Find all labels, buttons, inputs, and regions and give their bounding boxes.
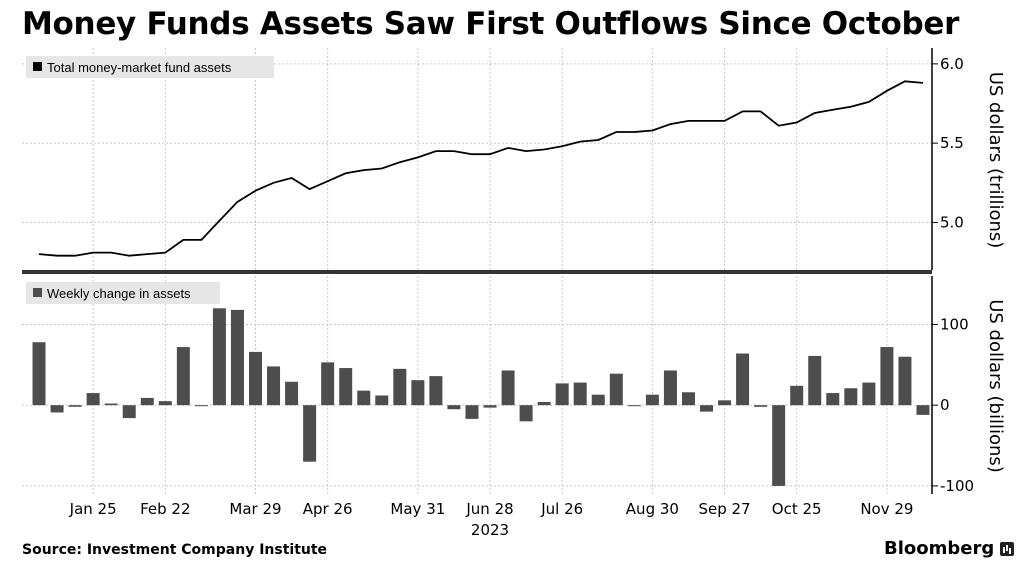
brand-text: Bloomberg <box>884 538 995 559</box>
bottom-grid <box>22 276 932 494</box>
bar <box>736 353 750 406</box>
x-tick-label: Aug 30 <box>626 500 679 518</box>
top-legend-label: Total money-market fund assets <box>47 60 232 75</box>
x-axis-ticks: Jan 25 Feb 22 Mar 29 Apr 26 May 31 Jun 28 Jul … <box>69 500 914 539</box>
bottom-legend-swatch <box>33 288 42 297</box>
bar <box>501 370 515 406</box>
bar <box>230 309 244 406</box>
bar <box>249 351 262 406</box>
bar <box>32 342 46 406</box>
bar <box>140 397 154 406</box>
bar <box>267 366 281 406</box>
bar <box>122 405 136 419</box>
terminal-icon <box>1000 541 1015 556</box>
x-tick-label: Oct 25 <box>772 500 822 518</box>
bottom-y-ticks: -100 0 100 <box>932 315 974 495</box>
bar <box>375 395 389 406</box>
bar <box>898 356 912 406</box>
bottom-tick-label: 0 <box>940 396 950 414</box>
bar <box>555 383 569 406</box>
x-tick-label: Feb 22 <box>140 500 190 518</box>
x-year-label: 2023 <box>471 521 509 539</box>
bar <box>844 388 858 406</box>
bar <box>627 405 641 407</box>
bar <box>429 376 443 406</box>
bottom-tick-label: -100 <box>940 477 974 495</box>
top-tick-label: 5.0 <box>940 213 964 231</box>
x-tick-label: Jan 25 <box>69 500 117 518</box>
top-y-axis-title: US dollars (trillions) <box>985 72 1006 249</box>
bar <box>158 401 172 406</box>
bar <box>537 401 551 406</box>
bar <box>826 393 840 406</box>
bar <box>303 405 317 462</box>
bloomberg-logo: Bloomberg <box>884 538 1015 559</box>
bar <box>790 385 804 406</box>
bottom-tick-label: 100 <box>940 315 969 333</box>
bar <box>663 370 677 406</box>
bar <box>411 380 425 406</box>
top-tick-label: 6.0 <box>940 55 964 73</box>
bar <box>50 405 64 413</box>
weekly-change-bars <box>32 308 930 486</box>
x-tick-label: Sep 27 <box>698 500 750 518</box>
bar <box>212 308 226 406</box>
top-legend-box <box>26 56 274 78</box>
bar <box>754 405 768 407</box>
bar <box>393 368 407 406</box>
bar <box>339 368 353 406</box>
top-y-ticks: 5.0 5.5 6.0 <box>932 55 964 231</box>
bar <box>285 381 299 406</box>
bar <box>573 382 587 406</box>
x-tick-label: Jul 26 <box>540 500 583 518</box>
bar <box>880 347 894 406</box>
x-tick-label: Jun 28 <box>465 500 513 518</box>
bar <box>104 403 118 406</box>
bar <box>483 405 497 408</box>
bar <box>645 394 659 406</box>
top-grid <box>22 48 932 270</box>
bar <box>176 347 190 406</box>
bar <box>465 405 479 419</box>
bar <box>194 405 208 407</box>
bar <box>447 405 461 410</box>
bottom-legend-box <box>26 282 220 304</box>
bottom-y-axis-title: US dollars (billions) <box>985 299 1006 473</box>
chart-title: Money Funds Assets Saw First Outflows Si… <box>22 6 960 42</box>
bar <box>718 400 732 406</box>
bar <box>519 405 533 422</box>
bar <box>321 362 335 406</box>
bar <box>681 392 695 406</box>
top-tick-label: 5.5 <box>940 134 964 152</box>
bar <box>591 394 605 406</box>
x-tick-label: Apr 26 <box>303 500 353 518</box>
bar <box>609 373 623 406</box>
x-tick-label: May 31 <box>390 500 445 518</box>
top-legend-swatch <box>33 62 42 71</box>
x-tick-label: Nov 29 <box>860 500 913 518</box>
bottom-legend-label: Weekly change in assets <box>47 286 191 301</box>
bar <box>68 405 82 407</box>
bar <box>808 355 822 406</box>
bar <box>772 405 786 486</box>
bar <box>86 393 100 406</box>
bar <box>357 390 371 406</box>
bar <box>916 405 930 415</box>
bar <box>700 405 713 412</box>
bar <box>862 382 876 406</box>
source-note: Source: Investment Company Institute <box>22 542 328 558</box>
x-tick-label: Mar 29 <box>229 500 281 518</box>
assets-line <box>38 80 924 257</box>
